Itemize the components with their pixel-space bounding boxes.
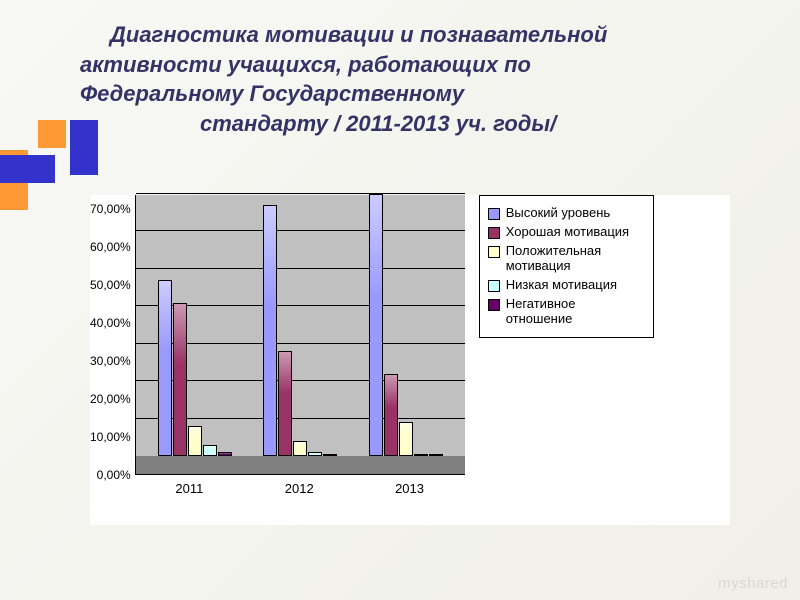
- bar: [369, 194, 383, 456]
- chart-floor: [136, 456, 465, 474]
- bar: [308, 452, 322, 456]
- legend-item: Хорошая мотивация: [488, 225, 645, 240]
- bar: [429, 454, 443, 456]
- bar: [158, 280, 172, 456]
- title-line: активности учащихся, работающих по: [80, 50, 760, 80]
- legend-item: Положительная мотивация: [488, 244, 645, 274]
- bar: [173, 303, 187, 456]
- legend-label: Негативное отношение: [506, 297, 645, 327]
- x-tick-label: 2013: [395, 481, 424, 496]
- bar: [278, 351, 292, 456]
- bar: [293, 441, 307, 456]
- bar-groups: [136, 195, 465, 456]
- watermark: myshared: [718, 575, 788, 592]
- legend-item: Низкая мотивация: [488, 278, 645, 293]
- x-axis-labels: 2011 2012 2013: [135, 475, 465, 496]
- bar-group: [263, 205, 337, 456]
- legend-label: Хорошая мотивация: [506, 225, 629, 240]
- y-tick-label: 60,00%: [90, 240, 131, 254]
- legend-label: Низкая мотивация: [506, 278, 617, 293]
- legend-label: Положительная мотивация: [506, 244, 645, 274]
- y-axis-ticks: 70,00% 60,00% 50,00% 40,00% 30,00% 20,00…: [90, 195, 135, 475]
- legend-item: Негативное отношение: [488, 297, 645, 327]
- x-tick-label: 2011: [175, 481, 203, 496]
- legend-item: Высокий уровень: [488, 206, 645, 221]
- bar-group: [369, 194, 443, 456]
- chart-legend: Высокий уровень Хорошая мотивация Положите…: [479, 195, 654, 338]
- bar: [263, 205, 277, 456]
- bar: [384, 374, 398, 456]
- bar: [323, 454, 337, 456]
- title-line: Федеральному Государственному: [80, 79, 760, 109]
- decor-orange-square: [38, 120, 66, 148]
- bar: [218, 452, 232, 456]
- legend-swatch: [488, 299, 500, 311]
- legend-label: Высокий уровень: [506, 206, 610, 221]
- legend-swatch: [488, 227, 500, 239]
- chart-plot-area: [135, 195, 465, 475]
- legend-swatch: [488, 280, 500, 292]
- title-line: стандарту / 2011-2013 уч. годы/: [80, 109, 760, 139]
- y-tick-label: 30,00%: [90, 354, 131, 368]
- bar: [399, 422, 413, 456]
- title-line: Диагностика мотивации и познавательной: [80, 20, 760, 50]
- bar: [414, 454, 428, 456]
- bar: [188, 426, 202, 456]
- x-tick-label: 2012: [285, 481, 314, 496]
- legend-swatch: [488, 246, 500, 258]
- y-tick-label: 0,00%: [97, 468, 131, 482]
- y-tick-label: 40,00%: [90, 316, 131, 330]
- page-title: Диагностика мотивации и познавательной а…: [80, 20, 760, 139]
- y-tick-label: 10,00%: [90, 430, 131, 444]
- bar: [203, 445, 217, 456]
- chart-container: 70,00% 60,00% 50,00% 40,00% 30,00% 20,00…: [90, 195, 730, 525]
- bar-group: [158, 280, 232, 456]
- y-tick-label: 20,00%: [90, 392, 131, 406]
- legend-swatch: [488, 208, 500, 220]
- y-tick-label: 70,00%: [90, 202, 131, 216]
- y-tick-label: 50,00%: [90, 278, 131, 292]
- decor-blue-block-h: [0, 155, 55, 183]
